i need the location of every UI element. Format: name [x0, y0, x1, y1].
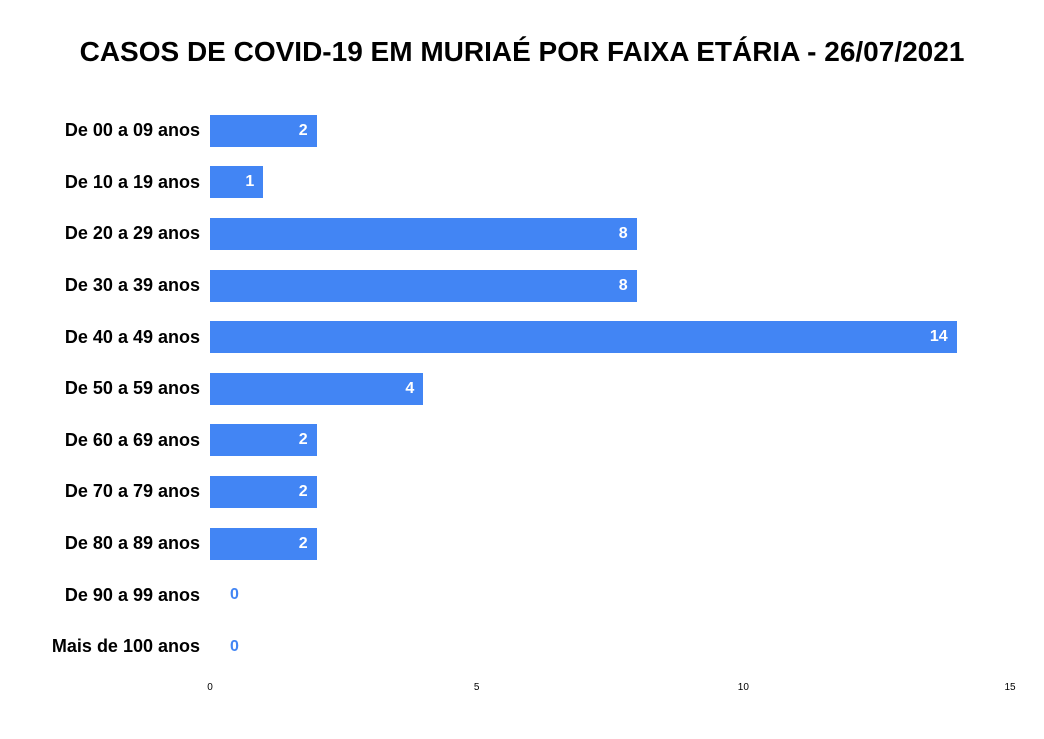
category-label: De 60 a 69 anos: [64, 429, 200, 450]
bar-value-label: 2: [298, 534, 308, 552]
bar-track: 2: [210, 475, 1044, 508]
bar-row: De 00 a 09 anos 2: [0, 105, 1044, 157]
bar-value-label: 8: [618, 276, 628, 294]
bar-row: De 80 a 89 anos 2: [0, 518, 1044, 570]
category-label: De 50 a 59 anos: [64, 378, 200, 399]
category-label: Mais de 100 anos: [51, 636, 200, 657]
category-label: De 90 a 99 anos: [64, 584, 200, 605]
bar: 2: [210, 424, 317, 457]
bar: 4: [210, 372, 424, 405]
category-label: De 10 a 19 anos: [64, 171, 200, 192]
bar-value-label: 2: [298, 121, 308, 139]
bar-track: 2: [210, 424, 1044, 457]
bar-row: De 70 a 79 anos 2: [0, 466, 1044, 518]
bar-row: De 20 a 29 anos 8: [0, 208, 1044, 260]
bar-track: 0: [210, 631, 1044, 663]
x-axis-tick-label: 15: [1004, 682, 1016, 693]
bar-value-label-zero: 0: [230, 637, 239, 655]
bar-row: De 60 a 69 anos 2: [0, 415, 1044, 467]
bar-row: De 30 a 39 anos 8: [0, 260, 1044, 312]
bar: 14: [210, 321, 957, 354]
category-label: De 20 a 29 anos: [64, 223, 200, 244]
chart-title: CASOS DE COVID-19 EM MURIAÉ POR FAIXA ET…: [79, 36, 965, 67]
bar: 2: [210, 475, 317, 508]
bar-value-label: 8: [618, 224, 628, 242]
category-label: De 80 a 89 anos: [64, 533, 200, 554]
bar-track: 0: [210, 579, 1044, 611]
category-label: De 70 a 79 anos: [64, 481, 200, 502]
bar-track: 8: [210, 269, 1044, 302]
x-axis-tick-label: 0: [207, 682, 213, 693]
bar-row: Mais de 100 anos 0: [0, 621, 1044, 673]
bar-value-label: 14: [929, 328, 948, 346]
bar: 2: [210, 527, 317, 560]
bar: 1: [210, 166, 264, 199]
bar-value-label: 2: [298, 482, 308, 500]
bar: 8: [210, 217, 637, 250]
x-axis: 0 5 10 15: [0, 682, 1044, 698]
bar-track: 2: [210, 114, 1044, 147]
category-label: De 30 a 39 anos: [64, 275, 200, 296]
category-label: De 40 a 49 anos: [64, 326, 200, 347]
bar-track: 1: [210, 166, 1044, 199]
bar-rows: De 00 a 09 anos 2 De 10 a 19 anos 1 De 20 a …: [0, 105, 1044, 673]
bar-row: De 50 a 59 anos 4: [0, 363, 1044, 415]
bar-value-label: 1: [245, 173, 255, 191]
bar-value-label: 2: [298, 431, 308, 449]
bar: 2: [210, 114, 317, 147]
bar-track: 2: [210, 527, 1044, 560]
category-label: De 00 a 09 anos: [64, 120, 200, 141]
bar-row: De 90 a 99 anos 0: [0, 569, 1044, 621]
bar-track: 8: [210, 217, 1044, 250]
x-axis-tick-label: 10: [737, 682, 749, 693]
bar-row: De 10 a 19 anos 1: [0, 157, 1044, 209]
bar-track: 4: [210, 372, 1044, 405]
bar-track: 14: [210, 321, 1044, 354]
bar: 8: [210, 269, 637, 302]
bar-value-label: 4: [405, 379, 415, 397]
bar-row: De 40 a 49 anos 14: [0, 311, 1044, 363]
bar-value-label-zero: 0: [230, 586, 239, 604]
x-axis-tick-label: 5: [473, 682, 480, 693]
